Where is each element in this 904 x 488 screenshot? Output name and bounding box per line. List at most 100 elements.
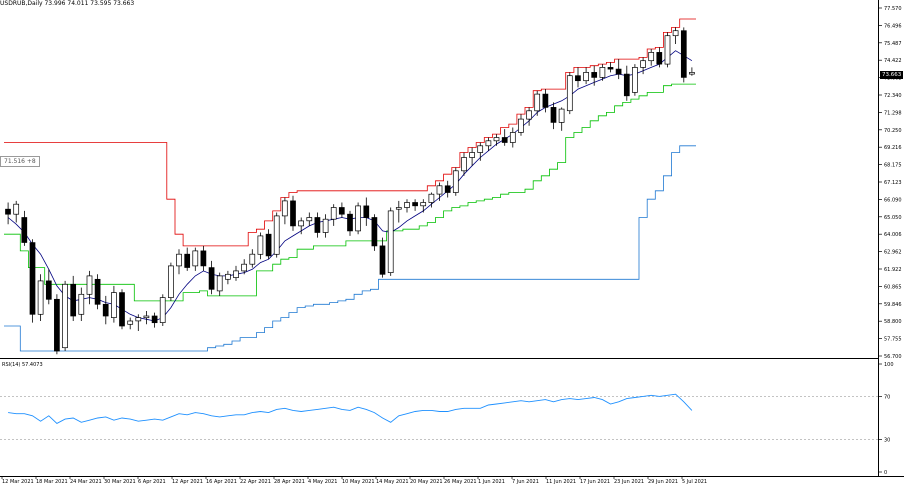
candle-up xyxy=(281,200,288,217)
candle-up xyxy=(78,293,85,315)
price-axis-label: 77.570 xyxy=(884,6,902,12)
price-axis-label: 68.175 xyxy=(884,163,902,169)
candle-up xyxy=(111,292,117,318)
candle-up xyxy=(452,170,459,193)
price-axis: 77.570 76.496 75.487 74.422 73.663 72.340 71.2… xyxy=(878,6,902,360)
candle-up xyxy=(672,30,679,37)
date-axis-label: 26 May 2021 xyxy=(444,479,477,484)
candle-down xyxy=(314,217,321,233)
date-axis-label: 14 May 2021 xyxy=(376,479,409,484)
candle-down xyxy=(444,185,451,193)
candle-up xyxy=(420,202,427,207)
candle-up xyxy=(135,317,142,322)
candle-down xyxy=(265,233,272,257)
candle-up xyxy=(225,273,231,280)
candle-up xyxy=(461,157,467,172)
price-axis-label: 67.123 xyxy=(884,180,902,186)
price-axis-label: 72.340 xyxy=(884,93,902,99)
price-axis-label: 65.050 xyxy=(884,215,902,221)
date-axis-label: 18 Mar 2021 xyxy=(36,479,68,484)
candle-up xyxy=(86,275,93,295)
date-axis-label: 28 Apr 2021 xyxy=(274,479,305,484)
price-axis-label: 66.090 xyxy=(884,197,902,203)
candle-up xyxy=(62,283,68,349)
far-lower-band-line xyxy=(4,145,696,352)
price-axis-label: 75.487 xyxy=(884,41,902,47)
candle-down xyxy=(290,200,296,227)
main-plot-bg xyxy=(0,0,878,358)
candle-up xyxy=(428,193,435,203)
candle-down xyxy=(347,213,353,232)
candle-up xyxy=(216,275,223,292)
candle-down xyxy=(412,202,418,207)
candle-down xyxy=(363,205,370,218)
candle-up xyxy=(469,152,475,158)
candle-up xyxy=(330,207,337,220)
date-axis-label: 11 Jun 2021 xyxy=(546,479,576,484)
candle-up xyxy=(648,52,655,62)
candle-up xyxy=(13,203,20,215)
date-axis-label: 6 Apr 2021 xyxy=(138,479,166,484)
candle-up xyxy=(168,265,174,298)
candle-up xyxy=(493,137,500,142)
candle-down xyxy=(119,292,125,327)
rsi-label: RSI(14) 57.4073 xyxy=(2,362,43,368)
candle-up xyxy=(387,210,394,273)
candle-up xyxy=(306,217,313,222)
candle-down xyxy=(45,280,52,300)
candle-up xyxy=(37,280,44,315)
rsi-axis-label: 0 xyxy=(884,470,887,476)
price-axis-label: 69.216 xyxy=(884,145,902,151)
candle-up xyxy=(404,202,410,208)
candle-down xyxy=(29,242,36,315)
candle-down xyxy=(94,278,101,305)
lower-band-line xyxy=(4,83,696,302)
date-axis-label: 17 Jun 2021 xyxy=(580,479,610,484)
rsi-axis-label: 30 xyxy=(884,438,890,444)
price-axis-label: 59.846 xyxy=(884,302,902,308)
candle-down xyxy=(501,137,508,143)
candle-up xyxy=(566,75,573,112)
candle-down xyxy=(21,217,28,243)
price-axis-label: 62.962 xyxy=(884,250,902,256)
candle-down xyxy=(54,298,60,352)
date-axis-label: 24 Mar 2021 xyxy=(70,479,102,484)
rsi-axis-label: 100 xyxy=(884,362,894,368)
candle-down xyxy=(338,207,345,215)
candle-up xyxy=(143,315,150,319)
candle-up xyxy=(249,253,256,265)
symbol-tag[interactable]: 71.516 +8 xyxy=(0,156,40,167)
date-axis-label: 22 Apr 2021 xyxy=(240,479,271,484)
candle-up xyxy=(664,35,671,65)
date-axis-label: 4 May 2021 xyxy=(308,479,337,484)
price-axis-label: 61.922 xyxy=(884,267,902,273)
candle-up xyxy=(322,218,329,233)
candle-down xyxy=(607,67,614,70)
date-axis-label: 12 Mar 2021 xyxy=(2,479,34,484)
price-axis-label: 76.496 xyxy=(884,23,902,29)
date-axis-label: 7 Jun 2021 xyxy=(512,479,539,484)
candle-down xyxy=(102,303,109,317)
candle-down xyxy=(208,267,215,290)
candle-up xyxy=(477,145,484,153)
candle-up xyxy=(241,263,247,272)
candle-up xyxy=(632,67,638,93)
date-axis: 12 Mar 2021 18 Mar 2021 24 Mar 2021 30 Mar … xyxy=(1,476,707,485)
price-axis-label: 64.006 xyxy=(884,232,902,238)
candle-up xyxy=(273,215,280,255)
date-axis-label: 1 Jun 2021 xyxy=(478,479,505,484)
price-axis-label: 58.800 xyxy=(884,319,902,325)
candle-up xyxy=(233,270,239,278)
candle-up xyxy=(192,250,199,267)
price-axis-label: 74.422 xyxy=(884,58,902,64)
rsi-axis-label: 70 xyxy=(884,394,890,400)
date-axis-label: 30 Mar 2021 xyxy=(104,479,136,484)
date-axis-label: 16 Apr 2021 xyxy=(206,479,237,484)
date-axis-label: 20 May 2021 xyxy=(410,479,443,484)
upper-band-line xyxy=(4,18,696,247)
candle-up xyxy=(509,132,516,143)
candle-down xyxy=(591,72,598,78)
candle-down xyxy=(371,217,378,247)
